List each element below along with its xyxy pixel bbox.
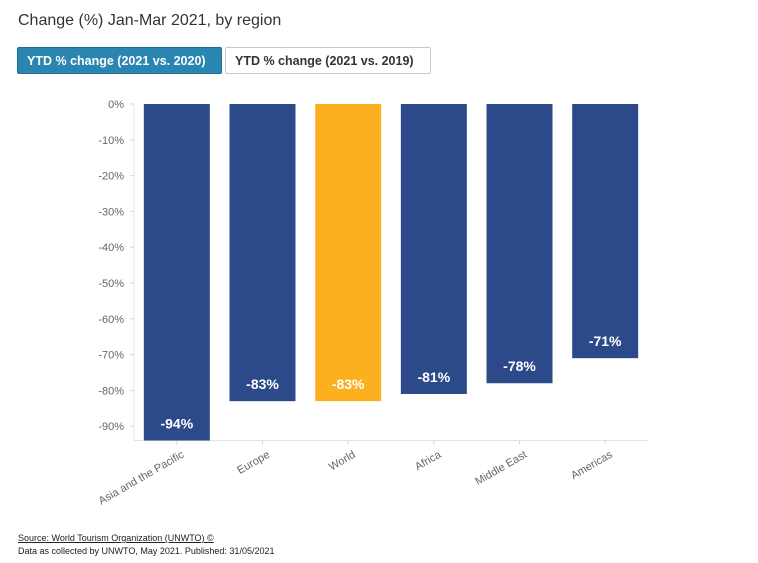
y-tick-label: -80% <box>98 385 124 397</box>
x-tick-label: World <box>327 449 358 474</box>
data-label: -83% <box>246 376 279 392</box>
y-tick-label: -70% <box>98 350 124 362</box>
y-tick-label: -30% <box>98 206 124 218</box>
data-note: Data as collected by UNWTO, May 2021. Pu… <box>18 546 275 556</box>
tab-2021-vs-2019[interactable]: YTD % change (2021 vs. 2019) <box>225 47 431 74</box>
bar <box>315 104 382 402</box>
bar <box>229 104 296 402</box>
data-label: -83% <box>332 376 365 392</box>
tab-bar: YTD % change (2021 vs. 2020) YTD % chang… <box>17 47 431 74</box>
x-tick-label: Americas <box>569 448 615 482</box>
y-tick-label: -50% <box>98 278 124 290</box>
data-label: -94% <box>160 416 193 432</box>
bar <box>572 104 639 359</box>
x-tick-label: Africa <box>413 448 444 473</box>
data-label: -71% <box>589 333 622 349</box>
bar <box>143 104 210 441</box>
x-tick-label: Middle East <box>473 449 529 488</box>
bar <box>486 104 553 384</box>
bar-chart: 0% -10% -20% -30% -40% -50% -60% -70% -80% -90% -9… <box>97 99 648 507</box>
x-tick-label: Europe <box>235 449 272 477</box>
y-tick-label: -10% <box>98 135 124 147</box>
y-tick-label: -20% <box>98 171 124 183</box>
x-tick-label: Asia and the Pacific <box>97 448 187 507</box>
chart-title: Change (%) Jan-Mar 2021, by region <box>18 12 282 29</box>
bar <box>400 104 467 394</box>
source-link[interactable]: Source: World Tourism Organization (UNWT… <box>18 533 214 543</box>
tab-2021-vs-2020[interactable]: YTD % change (2021 vs. 2020) <box>17 47 222 74</box>
data-label: -81% <box>417 369 450 385</box>
y-tick-label: -40% <box>98 242 124 254</box>
y-tick-label: 0% <box>108 99 124 111</box>
y-tick-label: -60% <box>98 314 124 326</box>
y-tick-label: -90% <box>98 421 124 433</box>
data-label: -78% <box>503 358 536 374</box>
